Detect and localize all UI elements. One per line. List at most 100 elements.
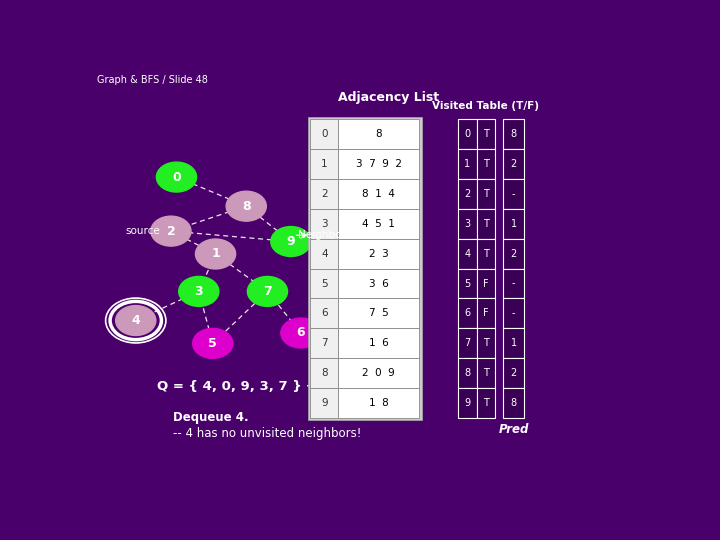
Text: 6: 6 <box>321 308 328 319</box>
Text: 8  1  4: 8 1 4 <box>362 188 395 199</box>
FancyBboxPatch shape <box>477 268 495 299</box>
Text: 2  0  9: 2 0 9 <box>362 368 395 379</box>
Text: 2: 2 <box>321 188 328 199</box>
Text: 7  5: 7 5 <box>369 308 389 319</box>
Text: -: - <box>512 279 516 288</box>
FancyBboxPatch shape <box>338 359 419 388</box>
Text: 1  6: 1 6 <box>369 339 389 348</box>
FancyBboxPatch shape <box>503 179 524 208</box>
FancyBboxPatch shape <box>310 359 338 388</box>
FancyBboxPatch shape <box>338 119 419 149</box>
Text: T: T <box>483 248 489 259</box>
Circle shape <box>195 239 235 269</box>
FancyBboxPatch shape <box>477 208 495 239</box>
Circle shape <box>271 227 311 256</box>
Circle shape <box>248 276 287 306</box>
FancyBboxPatch shape <box>338 299 419 328</box>
Text: Graph & BFS / Slide 48: Graph & BFS / Slide 48 <box>96 75 207 85</box>
Text: Adjacency List: Adjacency List <box>338 91 439 104</box>
Text: 8: 8 <box>375 129 382 139</box>
FancyBboxPatch shape <box>310 179 338 208</box>
Text: 1: 1 <box>464 159 471 169</box>
FancyBboxPatch shape <box>338 208 419 239</box>
Text: 1: 1 <box>510 219 516 228</box>
Text: 4: 4 <box>464 248 471 259</box>
FancyBboxPatch shape <box>503 119 524 149</box>
FancyBboxPatch shape <box>459 268 477 299</box>
Text: 1: 1 <box>510 339 516 348</box>
Text: 7: 7 <box>464 339 471 348</box>
Text: 2: 2 <box>510 368 517 379</box>
Text: 1: 1 <box>321 159 328 169</box>
FancyBboxPatch shape <box>477 328 495 359</box>
FancyBboxPatch shape <box>477 359 495 388</box>
Text: Pred: Pred <box>498 423 528 436</box>
FancyBboxPatch shape <box>459 299 477 328</box>
FancyBboxPatch shape <box>477 299 495 328</box>
FancyBboxPatch shape <box>310 208 338 239</box>
Text: -: - <box>512 308 516 319</box>
Text: F: F <box>483 279 489 288</box>
FancyBboxPatch shape <box>477 388 495 418</box>
Text: 3: 3 <box>194 285 203 298</box>
FancyBboxPatch shape <box>338 239 419 268</box>
Text: source: source <box>125 226 160 236</box>
Text: 9: 9 <box>464 399 471 408</box>
FancyBboxPatch shape <box>503 239 524 268</box>
Text: T: T <box>483 129 489 139</box>
Text: 1  8: 1 8 <box>369 399 389 408</box>
Text: 1: 1 <box>211 247 220 260</box>
Text: 2  3: 2 3 <box>369 248 389 259</box>
Text: T: T <box>483 399 489 408</box>
Text: T: T <box>483 219 489 228</box>
Text: T: T <box>483 339 489 348</box>
Text: 4  5  1: 4 5 1 <box>362 219 395 228</box>
Circle shape <box>179 276 219 306</box>
Text: 9: 9 <box>287 235 295 248</box>
FancyBboxPatch shape <box>338 268 419 299</box>
Circle shape <box>193 328 233 359</box>
FancyBboxPatch shape <box>459 388 477 418</box>
Text: 4: 4 <box>321 248 328 259</box>
FancyBboxPatch shape <box>310 149 338 179</box>
FancyBboxPatch shape <box>477 179 495 208</box>
Text: 0: 0 <box>321 129 328 139</box>
FancyBboxPatch shape <box>503 268 524 299</box>
FancyBboxPatch shape <box>459 149 477 179</box>
Text: 3: 3 <box>321 219 328 228</box>
Text: 9: 9 <box>321 399 328 408</box>
Circle shape <box>150 216 191 246</box>
FancyBboxPatch shape <box>307 117 422 420</box>
Text: 3: 3 <box>464 219 471 228</box>
FancyBboxPatch shape <box>310 388 338 418</box>
FancyBboxPatch shape <box>310 328 338 359</box>
Text: Neighbors: Neighbors <box>297 230 351 240</box>
FancyBboxPatch shape <box>503 208 524 239</box>
Text: T: T <box>483 188 489 199</box>
Text: 7: 7 <box>321 339 328 348</box>
FancyBboxPatch shape <box>477 149 495 179</box>
Text: 5: 5 <box>464 279 471 288</box>
FancyBboxPatch shape <box>503 328 524 359</box>
Text: 8: 8 <box>510 399 516 408</box>
FancyBboxPatch shape <box>503 359 524 388</box>
FancyBboxPatch shape <box>310 268 338 299</box>
Text: 6: 6 <box>297 327 305 340</box>
FancyBboxPatch shape <box>477 239 495 268</box>
Text: -: - <box>512 188 516 199</box>
Circle shape <box>116 306 156 335</box>
Text: 0: 0 <box>464 129 471 139</box>
FancyBboxPatch shape <box>310 239 338 268</box>
FancyBboxPatch shape <box>503 388 524 418</box>
FancyBboxPatch shape <box>338 149 419 179</box>
Text: 6: 6 <box>464 308 471 319</box>
Text: 2: 2 <box>510 248 517 259</box>
FancyBboxPatch shape <box>459 328 477 359</box>
Text: 3  7  9  2: 3 7 9 2 <box>356 159 402 169</box>
Text: 0: 0 <box>172 171 181 184</box>
FancyBboxPatch shape <box>338 328 419 359</box>
Text: Q = { 4, 0, 9, 3, 7 } → { 0, 9, 3, 7 }: Q = { 4, 0, 9, 3, 7 } → { 0, 9, 3, 7 } <box>157 380 416 393</box>
Text: 2: 2 <box>464 188 471 199</box>
Text: 3  6: 3 6 <box>369 279 389 288</box>
Text: 5: 5 <box>208 337 217 350</box>
